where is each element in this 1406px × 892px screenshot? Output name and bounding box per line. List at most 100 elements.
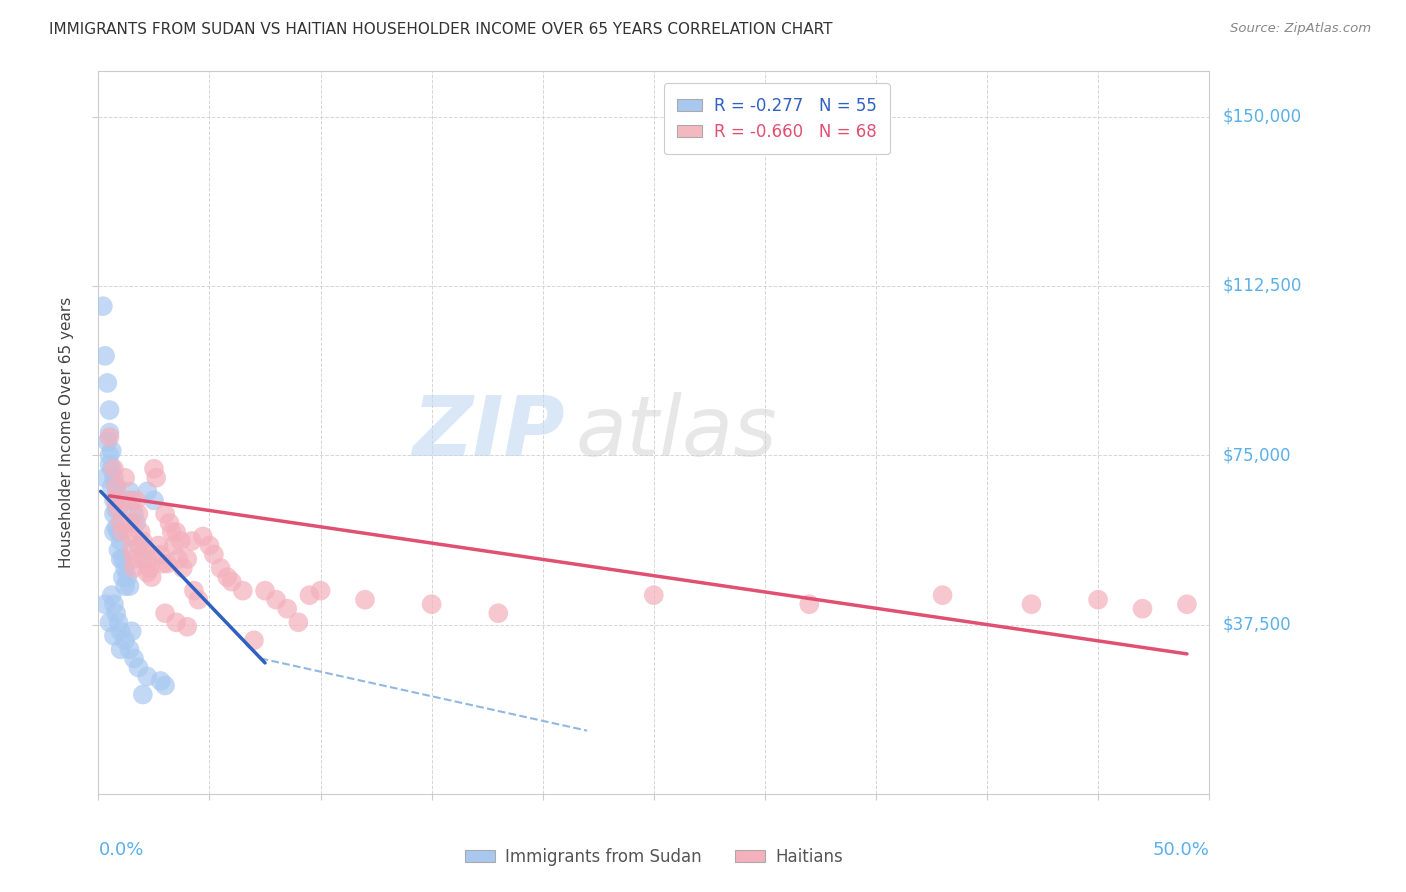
Point xyxy=(122,507,145,521)
Point xyxy=(163,539,186,553)
Point xyxy=(298,588,321,602)
Point xyxy=(799,597,821,611)
Point xyxy=(114,633,136,648)
Point xyxy=(110,624,132,639)
Point xyxy=(159,516,181,530)
Point xyxy=(209,561,232,575)
Point xyxy=(1132,601,1154,615)
Point xyxy=(122,552,145,566)
Point xyxy=(127,507,149,521)
Point xyxy=(125,516,148,530)
Point xyxy=(110,533,132,548)
Text: $150,000: $150,000 xyxy=(1223,108,1302,126)
Point xyxy=(143,462,166,476)
Point xyxy=(118,484,141,499)
Point xyxy=(183,583,205,598)
Point xyxy=(172,561,194,575)
Point xyxy=(287,615,309,630)
Point xyxy=(309,583,332,598)
Point xyxy=(98,425,121,440)
Point xyxy=(187,592,209,607)
Point xyxy=(152,557,174,571)
Point xyxy=(122,651,145,665)
Point xyxy=(180,533,202,548)
Point xyxy=(129,524,152,539)
Point xyxy=(100,588,122,602)
Point xyxy=(141,570,163,584)
Point xyxy=(1175,597,1198,611)
Point xyxy=(103,471,125,485)
Point xyxy=(105,520,128,534)
Point xyxy=(105,502,128,516)
Point xyxy=(94,349,117,363)
Text: 50.0%: 50.0% xyxy=(1153,841,1209,859)
Point xyxy=(232,583,254,598)
Point xyxy=(153,678,176,692)
Point xyxy=(127,660,149,674)
Point xyxy=(132,552,155,566)
Point xyxy=(143,493,166,508)
Point xyxy=(103,462,125,476)
Point xyxy=(145,471,167,485)
Point xyxy=(117,493,139,508)
Point xyxy=(103,597,125,611)
Point xyxy=(136,669,159,683)
Point xyxy=(136,484,159,499)
Point xyxy=(117,570,139,584)
Text: $112,500: $112,500 xyxy=(1223,277,1302,295)
Point xyxy=(169,533,191,548)
Point xyxy=(98,448,121,462)
Point xyxy=(191,529,214,543)
Text: Source: ZipAtlas.com: Source: ZipAtlas.com xyxy=(1230,22,1371,36)
Point xyxy=(121,493,143,508)
Point xyxy=(354,592,377,607)
Point xyxy=(111,524,134,539)
Point xyxy=(121,624,143,639)
Point xyxy=(110,642,132,657)
Point xyxy=(486,607,509,621)
Point xyxy=(148,539,170,553)
Point xyxy=(114,561,136,575)
Point xyxy=(94,471,117,485)
Point xyxy=(105,493,128,508)
Point xyxy=(125,493,148,508)
Text: IMMIGRANTS FROM SUDAN VS HAITIAN HOUSEHOLDER INCOME OVER 65 YEARS CORRELATION CH: IMMIGRANTS FROM SUDAN VS HAITIAN HOUSEHO… xyxy=(49,22,832,37)
Text: $37,500: $37,500 xyxy=(1223,615,1292,633)
Point xyxy=(118,579,141,593)
Text: 0.0%: 0.0% xyxy=(98,841,143,859)
Point xyxy=(276,601,298,615)
Point xyxy=(111,552,134,566)
Point xyxy=(111,570,134,584)
Point xyxy=(153,507,176,521)
Point xyxy=(160,524,183,539)
Point xyxy=(134,543,156,558)
Point xyxy=(107,524,129,539)
Point xyxy=(103,493,125,508)
Point xyxy=(105,480,128,494)
Point xyxy=(107,615,129,630)
Text: $75,000: $75,000 xyxy=(1223,446,1292,464)
Point xyxy=(118,516,141,530)
Point xyxy=(136,552,159,566)
Legend: Immigrants from Sudan, Haitians: Immigrants from Sudan, Haitians xyxy=(458,841,849,872)
Point xyxy=(156,557,179,571)
Point xyxy=(1021,597,1043,611)
Point xyxy=(100,480,122,494)
Point xyxy=(217,570,239,584)
Point xyxy=(96,376,118,390)
Text: atlas: atlas xyxy=(576,392,778,473)
Point xyxy=(243,633,266,648)
Point xyxy=(105,607,128,621)
Point xyxy=(136,566,159,580)
Point xyxy=(103,629,125,643)
Point xyxy=(98,457,121,471)
Point xyxy=(121,529,143,543)
Point xyxy=(202,548,225,562)
Point xyxy=(103,524,125,539)
Point xyxy=(1087,592,1109,607)
Point xyxy=(165,615,187,630)
Point xyxy=(98,615,121,630)
Point xyxy=(931,588,953,602)
Point xyxy=(132,533,155,548)
Point xyxy=(167,552,190,566)
